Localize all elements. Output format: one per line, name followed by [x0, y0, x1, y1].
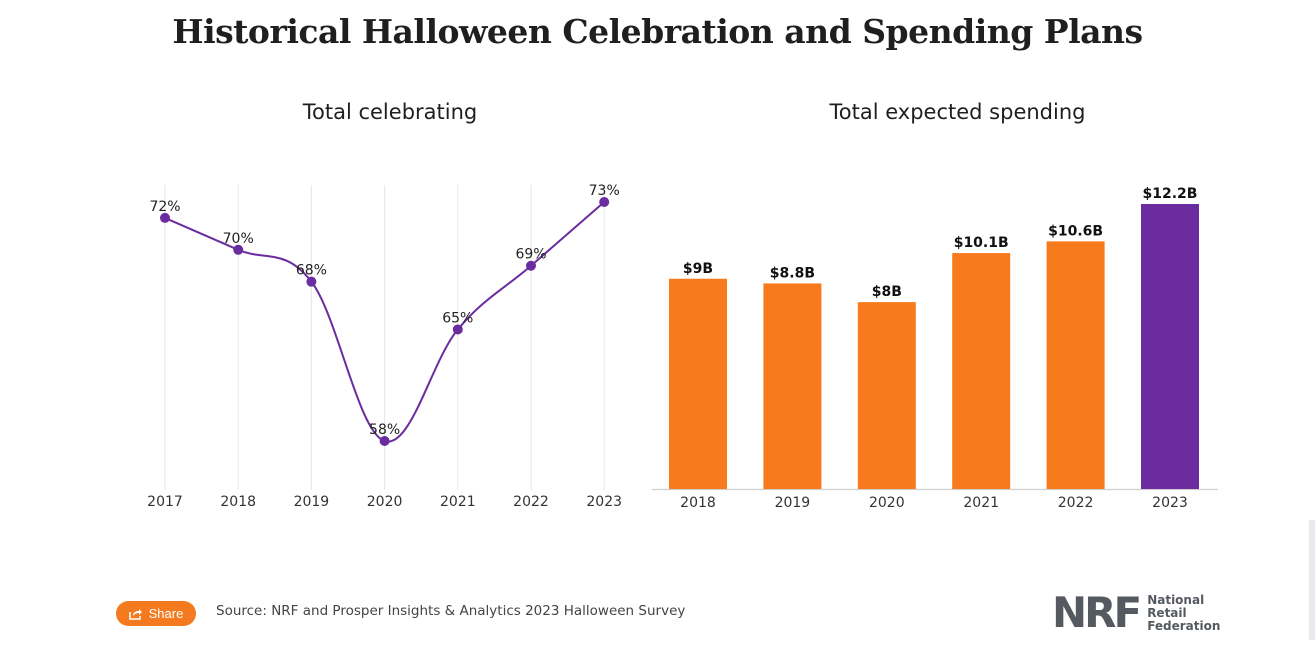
nrf-logo-mark: NRF: [1052, 588, 1142, 637]
page-title: Historical Halloween Celebration and Spe…: [172, 12, 1143, 51]
share-button-label: Share: [148, 606, 184, 621]
data-label: 70%: [223, 231, 254, 247]
data-label: $10.6B: [1048, 223, 1103, 239]
nrf-logo-text: National Retail Federation: [1147, 592, 1221, 633]
bar-chart-spending: $9B 2018 $8.8B 2019 $8B 2020 $10.1B 2021 $10.6B 2…: [652, 186, 1218, 511]
data-label: $8B: [872, 284, 902, 300]
data-point: [233, 244, 244, 255]
scrollbar-edge: [1309, 520, 1315, 640]
x-tick-label: 2021: [440, 494, 476, 510]
x-tick-label: 2022: [513, 494, 549, 510]
nrf-logo-line: Federation: [1147, 618, 1221, 633]
data-point: [599, 197, 610, 207]
data-point: [526, 260, 536, 271]
x-tick-label: 2018: [680, 495, 716, 511]
x-tick-label: 2020: [367, 494, 403, 510]
bar: [669, 278, 727, 489]
data-label: $9B: [683, 261, 713, 277]
bar: [1141, 204, 1199, 489]
data-label: 73%: [589, 183, 620, 199]
data-point: [306, 276, 317, 287]
data-label: 69%: [515, 247, 546, 263]
line-chart-title: Total celebrating: [302, 100, 478, 124]
nrf-logo-line: Retail: [1147, 605, 1187, 620]
bar: [952, 253, 1011, 489]
data-point: [379, 436, 390, 446]
data-label: $10.1B: [954, 235, 1009, 251]
bar: [857, 302, 916, 489]
x-tick-label: 2023: [1152, 495, 1188, 511]
share-icon: [128, 608, 142, 620]
data-label: $12.2B: [1143, 186, 1198, 202]
x-tick-label: 2018: [220, 494, 256, 510]
x-tick-label: 2022: [1058, 495, 1094, 511]
nrf-logo: NRF National Retail Federation: [1052, 592, 1220, 634]
bar: [763, 283, 822, 489]
data-label: 68%: [296, 263, 327, 279]
data-label: 72%: [149, 199, 180, 215]
x-tick-label: 2021: [963, 495, 999, 511]
data-point: [452, 324, 463, 335]
x-tick-label: 2019: [775, 495, 811, 511]
bar: [1046, 241, 1105, 489]
x-tick-label: 2017: [147, 494, 183, 510]
share-button[interactable]: Share: [116, 601, 196, 626]
source-note: Source: NRF and Prosper Insights & Analy…: [216, 603, 686, 619]
nrf-logo-line: National: [1147, 592, 1205, 607]
data-label: 65%: [442, 310, 473, 326]
bar-chart-title: Total expected spending: [829, 100, 1086, 124]
data-label: 58%: [369, 422, 400, 438]
line-chart-celebrating: 72% 2017 70% 2018 68% 2019 58% 2020 65% 2021 69% 20…: [147, 183, 622, 510]
data-label: $8.8B: [770, 265, 815, 281]
x-tick-label: 2023: [586, 494, 622, 510]
x-tick-label: 2020: [869, 495, 905, 511]
x-tick-label: 2019: [294, 494, 330, 510]
data-point: [160, 212, 170, 223]
